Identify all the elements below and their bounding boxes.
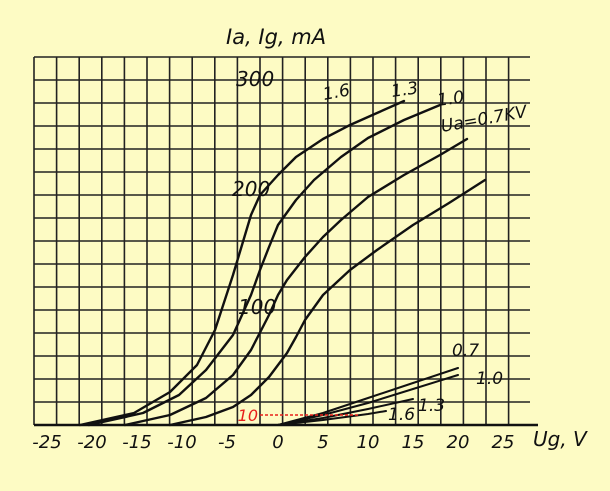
- x-tick-label: -5: [218, 432, 236, 453]
- x-tick-label: -15: [122, 432, 151, 453]
- y-tick-label: 100: [238, 295, 276, 319]
- grid-series-label: 1.0: [476, 369, 503, 389]
- x-tick-label: -20: [77, 432, 106, 453]
- grid-current-line: [277, 410, 387, 426]
- x-tick-label: 0: [272, 432, 283, 453]
- x-tick-label: -10: [167, 432, 196, 453]
- grid-series-label: 1.3: [418, 396, 445, 416]
- y-tick-label: 300: [236, 67, 274, 91]
- grid-current-line: [277, 374, 459, 426]
- x-axis-title: Ug, V: [533, 427, 588, 451]
- y-axis-title: Ia, Ig, mA: [226, 25, 326, 49]
- x-tick-label: 15: [402, 432, 425, 453]
- label-group: Ia, Ig, mA Ug, V -25 -20 -15 -10 -5 0 5 10 15 20 2…: [32, 25, 588, 453]
- series-group: [78, 99, 487, 427]
- grid-current-line: [277, 367, 459, 426]
- x-tick-label: 25: [492, 432, 515, 453]
- y-tick-label: 200: [232, 177, 270, 201]
- reference-label: 10: [238, 406, 258, 425]
- anode-current-line: [168, 178, 487, 427]
- anode-series-label: 1.0: [436, 87, 466, 111]
- anode-current-line: [87, 103, 442, 427]
- reference-group: 10: [238, 406, 359, 425]
- x-tick-label: 20: [447, 432, 470, 453]
- grid-series-label: 0.7: [452, 341, 479, 361]
- x-tick-label: 10: [357, 432, 380, 453]
- anode-current-line: [123, 137, 469, 427]
- x-tick-label: -25: [32, 432, 61, 453]
- x-tick-label: 5: [317, 432, 328, 453]
- grid-series-label: 1.6: [388, 405, 415, 425]
- anode-series-label: 1.3: [390, 78, 420, 102]
- anode-series-label: 1.6: [321, 81, 351, 105]
- gridlines: [33, 56, 538, 427]
- anode-current-line: [78, 99, 406, 427]
